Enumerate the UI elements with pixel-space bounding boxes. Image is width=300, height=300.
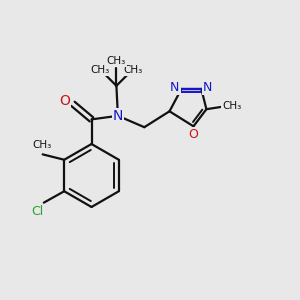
Text: Cl: Cl [31,205,43,218]
Text: CH₃: CH₃ [107,56,126,66]
Text: O: O [189,128,198,141]
Text: CH₃: CH₃ [90,65,110,75]
Text: N: N [113,109,123,123]
Text: N: N [203,81,213,94]
Text: CH₃: CH₃ [123,65,142,75]
Text: O: O [59,94,70,108]
Text: N: N [170,81,180,94]
Text: CH₃: CH₃ [222,101,241,111]
Text: CH₃: CH₃ [33,140,52,150]
